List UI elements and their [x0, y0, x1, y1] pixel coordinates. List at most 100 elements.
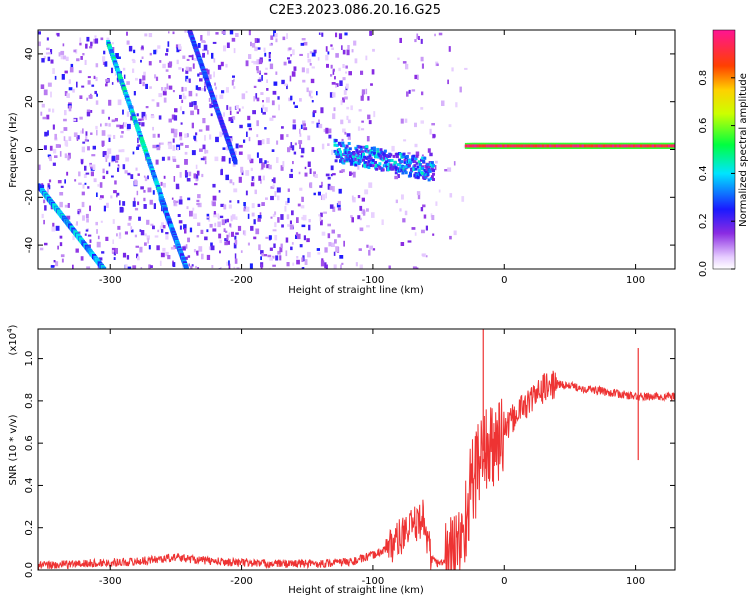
heatmap-cell	[336, 155, 340, 159]
y-tick-label: 0.0	[24, 562, 35, 578]
heatmap-cell	[318, 214, 321, 217]
heatmap-cell	[121, 149, 125, 153]
heatmap-cell	[165, 251, 169, 257]
heatmap-cell	[52, 68, 55, 74]
heatmap-cell	[436, 63, 439, 66]
heatmap-cell	[131, 58, 135, 61]
heatmap-cell	[50, 91, 52, 98]
heatmap-cell	[63, 136, 66, 141]
heatmap-cell	[249, 158, 254, 164]
heatmap-cell	[220, 203, 225, 207]
heatmap-cell	[193, 173, 196, 179]
heatmap-cell	[299, 187, 303, 191]
heatmap-cell	[178, 67, 182, 70]
heatmap-cell	[290, 54, 292, 57]
heatmap-cell	[214, 156, 219, 162]
heatmap-cell	[118, 232, 122, 239]
heatmap-cell	[448, 46, 451, 52]
heatmap-cell	[184, 133, 188, 138]
heatmap-cell	[93, 178, 97, 183]
heatmap-cell	[266, 138, 270, 144]
heatmap-cell	[420, 107, 424, 110]
heatmap-cell	[168, 85, 173, 90]
heatmap-cell	[333, 143, 337, 147]
heatmap-cell	[133, 197, 136, 202]
heatmap-cell	[182, 95, 187, 100]
heatmap-cell	[261, 107, 263, 113]
heatmap-cell	[339, 150, 342, 154]
heatmap-cell	[288, 47, 292, 50]
heatmap-cell	[301, 38, 306, 41]
heatmap-cell	[304, 259, 308, 265]
heatmap-cell	[411, 156, 415, 160]
heatmap-cell	[75, 248, 79, 253]
heatmap-cell	[229, 110, 232, 115]
heatmap-cell	[78, 70, 82, 74]
heatmap-cell	[117, 56, 121, 59]
heatmap-cell	[68, 87, 73, 91]
heatmap-cell	[105, 79, 109, 82]
heatmap-cell	[48, 52, 51, 55]
heatmap-cell	[409, 171, 412, 175]
heatmap-cell	[184, 30, 187, 33]
heatmap-cell	[369, 157, 373, 161]
heatmap-cell	[126, 40, 130, 45]
heatmap-cell	[247, 213, 250, 219]
heatmap-cell	[162, 225, 166, 229]
heatmap-cell	[92, 145, 96, 150]
heatmap-cell	[281, 126, 284, 129]
heatmap-cell	[343, 159, 347, 163]
heatmap-cell	[229, 106, 232, 111]
heatmap-cell	[239, 124, 243, 129]
heatmap-cell	[143, 197, 146, 202]
heatmap-cell	[289, 224, 294, 230]
heatmap-cell	[96, 129, 98, 136]
heatmap-cell	[243, 202, 246, 207]
heatmap-cell	[345, 83, 349, 89]
heatmap-cell	[121, 124, 124, 129]
heatmap-cell	[274, 211, 277, 215]
heatmap-cell	[274, 33, 278, 38]
heatmap-cell	[143, 116, 146, 120]
heatmap-cell	[253, 85, 257, 88]
heatmap-cell	[262, 100, 264, 103]
heatmap-cell	[152, 144, 157, 149]
heatmap-cell	[206, 254, 211, 260]
heatmap-cell	[327, 51, 330, 55]
heatmap-cell	[309, 168, 312, 174]
heatmap-cell	[318, 119, 320, 123]
heatmap-cell	[328, 242, 332, 247]
heatmap-cell	[348, 154, 352, 158]
heatmap-cell	[236, 267, 240, 269]
heatmap-cell	[291, 71, 296, 77]
heatmap-cell	[421, 253, 425, 257]
heatmap-cell	[366, 136, 370, 142]
heatmap-cell	[144, 176, 148, 182]
heatmap-cell	[188, 67, 192, 72]
heatmap-cell	[358, 109, 362, 112]
heatmap-cell	[138, 216, 141, 221]
heatmap-cell	[136, 253, 139, 259]
heatmap-cell	[372, 150, 376, 154]
heatmap-cell	[301, 224, 306, 228]
heatmap-cell	[413, 160, 417, 164]
heatmap-cell	[101, 130, 106, 136]
heatmap-cell	[187, 197, 191, 201]
y-tick-label: 0.2	[24, 520, 35, 536]
heatmap-cell	[104, 61, 108, 67]
heatmap-cell	[41, 103, 45, 108]
heatmap-cell	[327, 128, 332, 134]
heatmap-cell	[158, 142, 161, 146]
heatmap-cell	[221, 219, 225, 226]
heatmap-cell	[101, 109, 105, 114]
heatmap-cell	[85, 131, 88, 136]
heatmap-cell	[168, 143, 173, 150]
heatmap-cell	[234, 150, 237, 155]
heatmap-cell	[375, 167, 379, 171]
heatmap-cell	[41, 183, 44, 186]
heatmap-cell	[85, 213, 89, 219]
heatmap-cell	[342, 49, 346, 55]
heatmap-cell	[272, 90, 277, 95]
heatmap-cell	[224, 219, 227, 224]
